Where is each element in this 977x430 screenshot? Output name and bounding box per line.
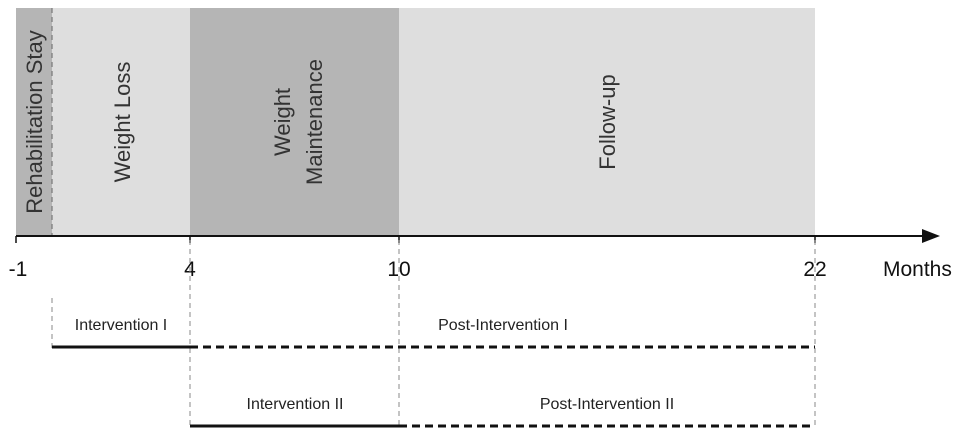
phase-block-follow-up <box>399 8 815 236</box>
axis-unit-label: Months <box>883 258 952 281</box>
phase-label-weight-loss: Weight Loss <box>110 62 135 183</box>
phase-label-rehabilitation-stay: Rehabilitation Stay <box>22 30 47 213</box>
period-label-post-intervention-1: Post-Intervention I <box>438 317 568 334</box>
period-label-intervention-1: Intervention I <box>75 317 168 334</box>
tick-label: -1 <box>9 258 28 281</box>
phase-block-rehabilitation-stay <box>16 8 52 236</box>
phase-label-weight-maintenance-line2: Maintenance <box>302 59 327 185</box>
phase-label-weight-maintenance-line1: Weight <box>270 88 295 156</box>
phase-block-weight-loss <box>52 8 190 236</box>
period-label-post-intervention-2: Post-Intervention II <box>540 396 674 413</box>
phase-block-weight-maintenance <box>190 8 399 236</box>
axis-arrowhead <box>922 229 940 243</box>
period-label-intervention-2: Intervention II <box>247 396 344 413</box>
phase-label-follow-up: Follow-up <box>595 74 620 169</box>
